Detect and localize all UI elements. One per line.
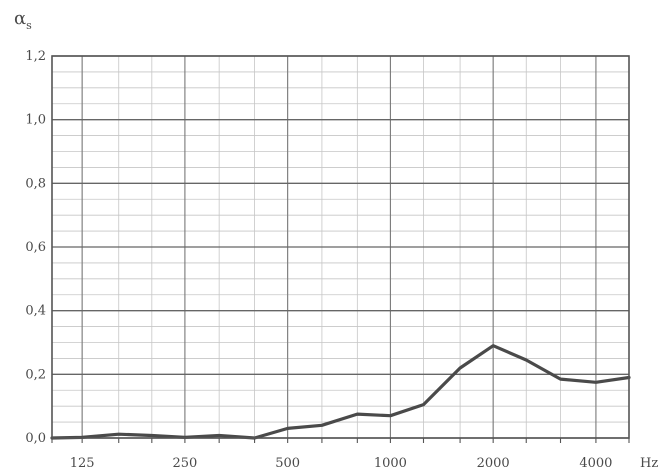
plot-frame: [51, 55, 630, 439]
y-tick-labels: 0,0 0,2 0,4 0,6 0,8 1,0 1,2: [25, 49, 46, 446]
y-tick-label: 0,4: [25, 304, 46, 319]
x-tick-label: 250: [172, 456, 197, 471]
y-tick-label: 1,2: [25, 49, 46, 64]
y-tick-label: 0,6: [25, 240, 46, 255]
series-line: [50, 344, 631, 440]
x-tick-label: 1000: [374, 456, 407, 471]
y-tick-label: 0,8: [25, 176, 46, 191]
x-tick-label: 125: [70, 456, 95, 471]
y-axis-label-symbol: α: [14, 8, 26, 29]
x-tick-label: 500: [275, 456, 300, 471]
y-tick-label: 1,0: [25, 113, 46, 128]
y-tick-label: 0,0: [25, 431, 46, 446]
major-grid: [51, 55, 630, 443]
y-tick-label: 0,2: [25, 367, 46, 382]
x-tick-label: 4000: [579, 456, 612, 471]
y-axis-label: αs: [14, 8, 32, 32]
x-tick-labels: 125 250 500 1000 2000 4000: [70, 456, 613, 471]
series-layer: [50, 344, 631, 440]
x-axis-label: Hz: [640, 456, 658, 471]
y-axis-label-subscript: s: [26, 19, 32, 32]
x-tick-label: 2000: [477, 456, 510, 471]
